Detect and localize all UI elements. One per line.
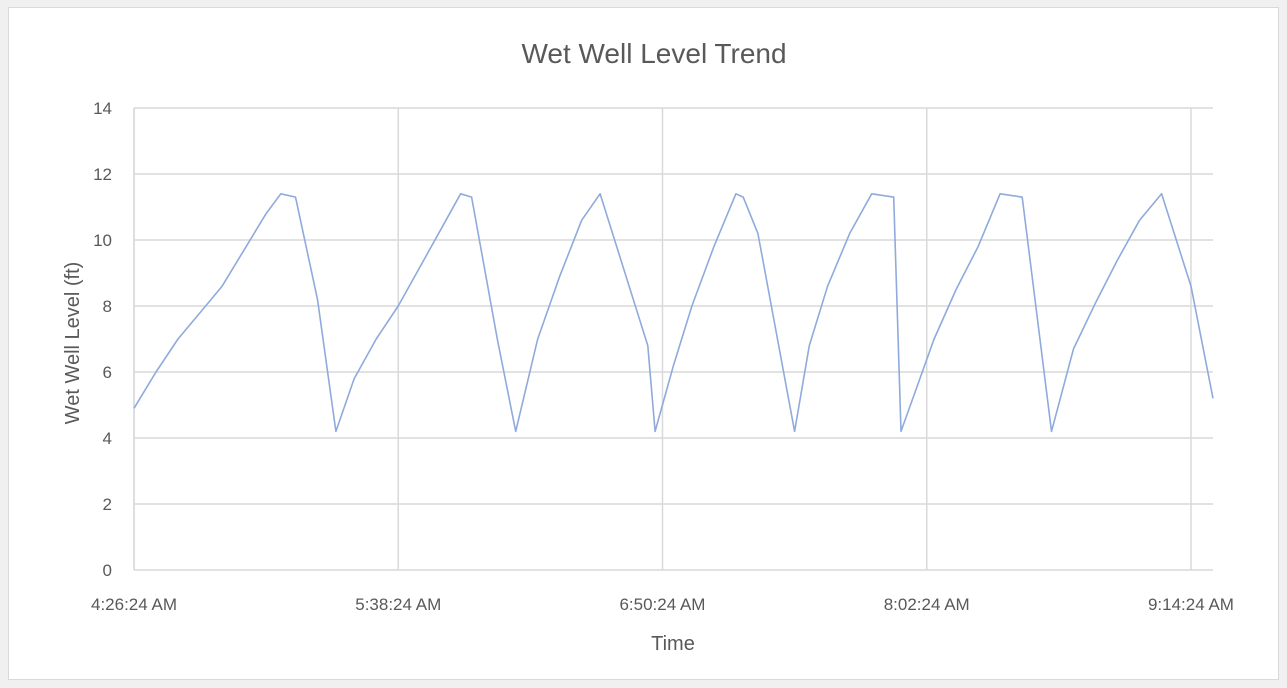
- x-tick-label: 6:50:24 AM: [619, 595, 705, 614]
- line-chart: Wet Well Level Trend 0 2 4 6 8 10 12 14 4:26:24…: [62, 38, 1234, 655]
- y-tick-label: 10: [93, 231, 112, 250]
- chart-frame: Wet Well Level Trend 0 2 4 6 8 10 12 14 4:26:24…: [8, 7, 1279, 680]
- x-axis-label: Time: [651, 633, 695, 655]
- y-tick-label: 0: [103, 561, 112, 580]
- x-axis-ticks: 4:26:24 AM 5:38:24 AM 6:50:24 AM 8:02:24 AM…: [91, 595, 1234, 614]
- y-axis-ticks: 0 2 4 6 8 10 12 14: [93, 99, 112, 580]
- y-tick-label: 12: [93, 165, 112, 184]
- y-axis-label: Wet Well Level (ft): [62, 262, 84, 425]
- y-tick-label: 6: [103, 363, 112, 382]
- x-tick-label: 5:38:24 AM: [355, 595, 441, 614]
- x-tick-label: 9:14:24 AM: [1148, 595, 1234, 614]
- y-tick-label: 8: [103, 297, 112, 316]
- x-tick-label: 8:02:24 AM: [884, 595, 970, 614]
- y-tick-label: 4: [103, 429, 112, 448]
- y-tick-label: 2: [103, 495, 112, 514]
- series-line: [133, 193, 1214, 433]
- y-tick-label: 14: [93, 99, 112, 118]
- grid-lines: [133, 107, 1213, 571]
- chart-title: Wet Well Level Trend: [521, 38, 786, 69]
- x-tick-label: 4:26:24 AM: [91, 595, 177, 614]
- series-layer: [133, 193, 1214, 433]
